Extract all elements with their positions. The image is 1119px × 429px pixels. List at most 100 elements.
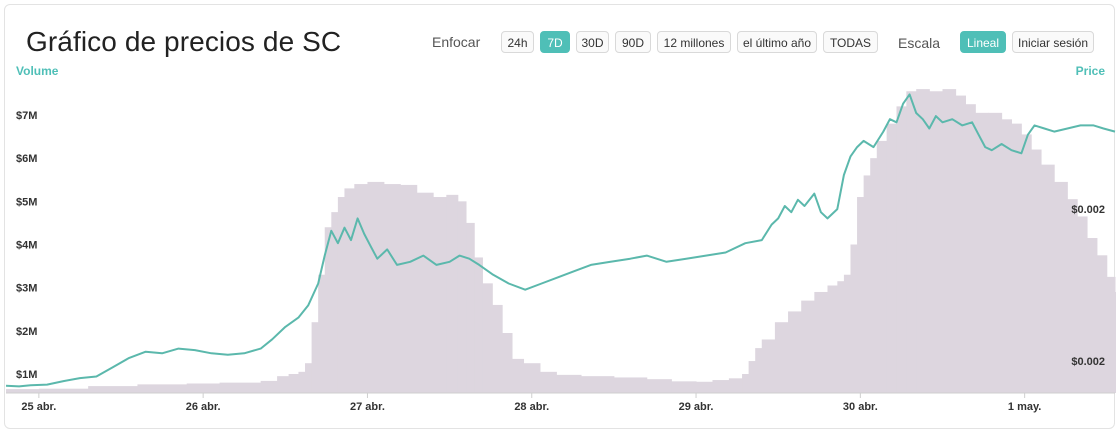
volume-bar (876, 140, 888, 393)
volume-bar (850, 244, 858, 393)
price-line (5, 93, 1116, 388)
volume-bar (186, 383, 221, 393)
volume-bar (671, 381, 697, 393)
volume-bar (896, 106, 907, 393)
volume-bar (457, 201, 467, 393)
volume-bar (354, 184, 368, 393)
volume-bar (857, 197, 865, 393)
x-tick-label: 25 abr. (21, 401, 56, 413)
volume-bar (1001, 119, 1012, 394)
volume-tick-label: $7M (16, 110, 37, 122)
volume-bar (712, 380, 730, 393)
volume-bar (88, 386, 138, 393)
volume-bar (556, 374, 582, 393)
volume-bar (344, 188, 355, 393)
volume-bar (755, 348, 763, 393)
x-tick-label: 1 may. (1008, 401, 1041, 413)
volume-bar (523, 363, 541, 393)
zoom-button-last-year[interactable]: el último año (737, 31, 817, 53)
volume-bar (1077, 216, 1088, 393)
volume-bar (1067, 199, 1078, 393)
volume-bar (728, 378, 743, 393)
zoom-button-30d[interactable]: 30D (576, 31, 609, 53)
volume-bar (1087, 238, 1098, 393)
volume-tick-label: $4M (16, 240, 37, 252)
volume-bar (367, 181, 385, 393)
volume-bar (988, 112, 1003, 393)
volume-bar (492, 304, 503, 393)
x-tick-label: 26 abr. (186, 401, 221, 413)
volume-tick-label: $1M (16, 369, 37, 381)
price-tick-label: $0.002 (1071, 356, 1105, 368)
volume-bar (696, 381, 713, 393)
volume-bar (774, 322, 789, 393)
volume-bar (446, 194, 459, 393)
volume-bar (6, 389, 40, 393)
volume-bar (870, 158, 878, 393)
zoom-button-all[interactable]: TODAS (823, 31, 878, 53)
price-tick-label: $0.002 (1071, 204, 1105, 216)
volume-bar (1011, 123, 1022, 393)
scale-button-linear[interactable]: Lineal (960, 31, 1006, 53)
page-title: Gráfico de precios de SC (26, 26, 342, 57)
volume-bar (1054, 181, 1068, 393)
volume-bar (886, 123, 897, 393)
volume-series (6, 89, 1116, 394)
volume-bar (613, 377, 648, 393)
volume-bar (1096, 255, 1108, 393)
volume-bar (1021, 134, 1032, 394)
zoom-label: Enfocar (432, 34, 481, 50)
zoom-button-7d[interactable]: 7D (540, 31, 570, 53)
volume-bar (581, 376, 615, 393)
volume-bar (1106, 276, 1116, 393)
volume-bar (955, 95, 966, 393)
volume-bar (331, 212, 339, 393)
volume-bar (742, 374, 750, 393)
volume-bar (906, 91, 917, 393)
price-axis-title: Price (1075, 64, 1105, 78)
volume-bar (1041, 164, 1055, 393)
volume-bar (137, 384, 188, 393)
volume-bar (646, 379, 672, 393)
volume-bar (916, 89, 930, 393)
x-tick-label: 28 abr. (514, 401, 549, 413)
volume-tick-label: $3M (16, 283, 37, 295)
volume-bar (539, 371, 557, 393)
volume-bar (761, 339, 776, 393)
volume-bar (298, 371, 306, 393)
volume-bar (337, 197, 345, 393)
volume-bar (748, 361, 756, 393)
volume-bar (433, 197, 447, 393)
volume-bar (318, 274, 326, 393)
x-tick-label: 29 abr. (679, 401, 714, 413)
volume-bar (801, 300, 815, 393)
volume-bar (38, 388, 89, 393)
volume-bar (305, 363, 313, 393)
volume-bar (512, 358, 525, 393)
volume-bar (863, 175, 871, 393)
volume-bar (288, 374, 299, 393)
volume-bar (1115, 291, 1116, 393)
x-tick-label: 30 abr. (843, 401, 878, 413)
zoom-button-12m[interactable]: 12 millones (657, 31, 731, 53)
volume-bar (827, 285, 838, 393)
volume-bar (324, 227, 332, 393)
zoom-button-24h[interactable]: 24h (501, 31, 534, 53)
volume-bar (383, 184, 401, 393)
volume-tick-label: $6M (16, 153, 37, 165)
volume-bar (1031, 149, 1042, 393)
volume-tick-label: $5M (16, 196, 37, 208)
volume-bar (474, 257, 483, 393)
volume-bar (260, 380, 278, 393)
volume-tick-label: $2M (16, 326, 37, 338)
zoom-button-90d[interactable]: 90D (615, 31, 651, 53)
volume-bar (942, 89, 957, 393)
volume-bar (788, 311, 802, 393)
scale-label: Escala (898, 35, 941, 51)
volume-bar (219, 382, 262, 393)
volume-bar (843, 274, 851, 393)
volume-bar (400, 184, 418, 393)
volume-bar (277, 376, 290, 393)
scale-button-log[interactable]: Iniciar sesión (1012, 31, 1094, 53)
